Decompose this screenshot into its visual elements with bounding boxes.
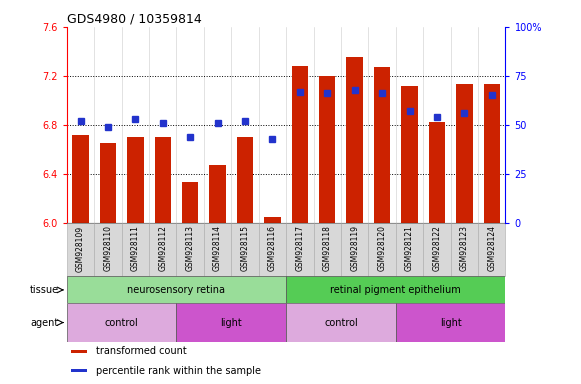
Bar <box>204 223 231 276</box>
Bar <box>478 223 505 276</box>
Text: GSM928118: GSM928118 <box>323 225 332 271</box>
Bar <box>292 66 308 223</box>
Bar <box>346 58 363 223</box>
Bar <box>155 137 171 223</box>
Text: GSM928110: GSM928110 <box>103 225 113 271</box>
Bar <box>182 182 198 223</box>
Text: GSM928112: GSM928112 <box>158 225 167 271</box>
Text: GDS4980 / 10359814: GDS4980 / 10359814 <box>67 13 202 26</box>
Text: tissue: tissue <box>30 285 59 295</box>
Bar <box>451 223 478 276</box>
Bar <box>121 223 149 276</box>
Bar <box>177 303 286 342</box>
Bar <box>71 369 87 372</box>
Bar <box>368 223 396 276</box>
Text: GSM928109: GSM928109 <box>76 225 85 271</box>
Text: neurosensory retina: neurosensory retina <box>127 285 225 295</box>
Bar <box>67 303 177 342</box>
Text: GSM928120: GSM928120 <box>378 225 386 271</box>
Text: percentile rank within the sample: percentile rank within the sample <box>96 366 261 376</box>
Text: GSM928121: GSM928121 <box>405 225 414 271</box>
Bar <box>456 84 472 223</box>
Bar <box>231 223 259 276</box>
Text: GSM928113: GSM928113 <box>186 225 195 271</box>
Bar <box>319 76 335 223</box>
Bar <box>341 223 368 276</box>
Bar <box>71 350 87 353</box>
Bar <box>127 137 144 223</box>
Text: control: control <box>324 318 358 328</box>
Bar <box>237 137 253 223</box>
Bar <box>286 223 314 276</box>
Text: agent: agent <box>30 318 59 328</box>
Bar <box>259 223 286 276</box>
Text: transformed count: transformed count <box>96 346 187 356</box>
Text: GSM928111: GSM928111 <box>131 225 140 271</box>
Bar <box>423 223 451 276</box>
Bar <box>374 67 390 223</box>
Bar <box>264 217 281 223</box>
Text: light: light <box>440 318 461 328</box>
Text: light: light <box>220 318 242 328</box>
Bar <box>396 223 423 276</box>
Text: GSM928122: GSM928122 <box>432 225 442 271</box>
Bar <box>396 303 505 342</box>
Text: GSM928115: GSM928115 <box>241 225 249 271</box>
Bar <box>177 223 204 276</box>
Bar <box>401 86 418 223</box>
Text: retinal pigment epithelium: retinal pigment epithelium <box>331 285 461 295</box>
Bar <box>67 223 94 276</box>
Bar <box>67 276 286 303</box>
Text: control: control <box>105 318 138 328</box>
Text: GSM928114: GSM928114 <box>213 225 222 271</box>
Bar <box>429 122 445 223</box>
Text: GSM928117: GSM928117 <box>295 225 304 271</box>
Text: GSM928119: GSM928119 <box>350 225 359 271</box>
Bar <box>483 84 500 223</box>
Bar <box>314 223 341 276</box>
Bar <box>286 303 396 342</box>
Bar <box>94 223 121 276</box>
Text: GSM928123: GSM928123 <box>460 225 469 271</box>
Text: GSM928124: GSM928124 <box>487 225 496 271</box>
Bar <box>100 143 116 223</box>
Bar <box>149 223 177 276</box>
Bar <box>72 135 89 223</box>
Bar <box>209 165 226 223</box>
Text: GSM928116: GSM928116 <box>268 225 277 271</box>
Bar <box>286 276 505 303</box>
